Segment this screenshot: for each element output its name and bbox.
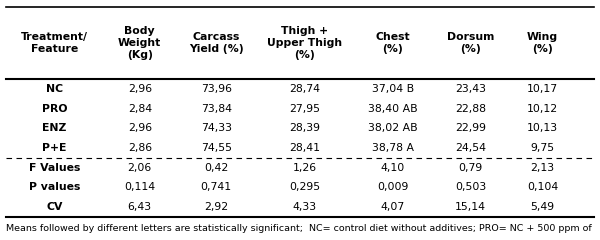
Text: 2,84: 2,84 <box>128 104 152 114</box>
Text: 0,295: 0,295 <box>289 182 320 192</box>
Text: 22,99: 22,99 <box>455 123 486 133</box>
Text: Chest
(%): Chest (%) <box>375 32 410 54</box>
Text: 0,79: 0,79 <box>458 163 482 173</box>
Text: Body
Weight
(Kg): Body Weight (Kg) <box>118 26 161 60</box>
Text: 0,104: 0,104 <box>527 182 558 192</box>
Text: 73,84: 73,84 <box>201 104 232 114</box>
Text: 28,41: 28,41 <box>289 143 320 153</box>
Text: F Values: F Values <box>29 163 80 173</box>
Text: 6,43: 6,43 <box>128 202 152 212</box>
Text: 0,009: 0,009 <box>377 182 408 192</box>
Text: 2,96: 2,96 <box>128 123 152 133</box>
Text: 0,42: 0,42 <box>204 163 229 173</box>
Text: Treatment/
Feature: Treatment/ Feature <box>21 32 88 54</box>
Text: Dorsum
(%): Dorsum (%) <box>447 32 494 54</box>
Text: 2,06: 2,06 <box>128 163 152 173</box>
Text: 27,95: 27,95 <box>289 104 320 114</box>
Text: ENZ: ENZ <box>43 123 67 133</box>
Text: NC: NC <box>46 84 63 94</box>
Text: CV: CV <box>46 202 62 212</box>
Text: 0,741: 0,741 <box>200 182 232 192</box>
Text: 28,39: 28,39 <box>289 123 320 133</box>
Text: 4,10: 4,10 <box>380 163 405 173</box>
Text: 10,17: 10,17 <box>527 84 558 94</box>
Text: 5,49: 5,49 <box>530 202 554 212</box>
Text: 10,12: 10,12 <box>527 104 558 114</box>
Text: 2,92: 2,92 <box>204 202 228 212</box>
Text: 2,96: 2,96 <box>128 84 152 94</box>
Text: 1,26: 1,26 <box>292 163 316 173</box>
Text: 10,13: 10,13 <box>527 123 558 133</box>
Text: 38,02 AB: 38,02 AB <box>368 123 418 133</box>
Text: 4,07: 4,07 <box>380 202 405 212</box>
Text: P+E: P+E <box>43 143 67 153</box>
Text: 24,54: 24,54 <box>455 143 486 153</box>
Text: 38,78 A: 38,78 A <box>371 143 413 153</box>
Text: 28,74: 28,74 <box>289 84 320 94</box>
Text: 23,43: 23,43 <box>455 84 486 94</box>
Text: 38,40 AB: 38,40 AB <box>368 104 418 114</box>
Text: 0,503: 0,503 <box>455 182 486 192</box>
Text: Means followed by different letters are statistically significant;  NC= control : Means followed by different letters are … <box>6 224 592 233</box>
Text: 73,96: 73,96 <box>201 84 232 94</box>
Text: 9,75: 9,75 <box>530 143 554 153</box>
Text: 22,88: 22,88 <box>455 104 486 114</box>
Text: P values: P values <box>29 182 80 192</box>
Text: 74,33: 74,33 <box>201 123 232 133</box>
Text: 4,33: 4,33 <box>292 202 316 212</box>
Text: 15,14: 15,14 <box>455 202 486 212</box>
Text: 2,86: 2,86 <box>128 143 152 153</box>
Text: 2,13: 2,13 <box>530 163 554 173</box>
Text: Wing
(%): Wing (%) <box>527 32 558 54</box>
Text: PRO: PRO <box>42 104 67 114</box>
Text: Carcass
Yield (%): Carcass Yield (%) <box>189 32 244 54</box>
Text: Thigh +
Upper Thigh
(%): Thigh + Upper Thigh (%) <box>267 26 342 60</box>
Text: 0,114: 0,114 <box>124 182 155 192</box>
Text: 74,55: 74,55 <box>201 143 232 153</box>
Text: 37,04 B: 37,04 B <box>371 84 413 94</box>
